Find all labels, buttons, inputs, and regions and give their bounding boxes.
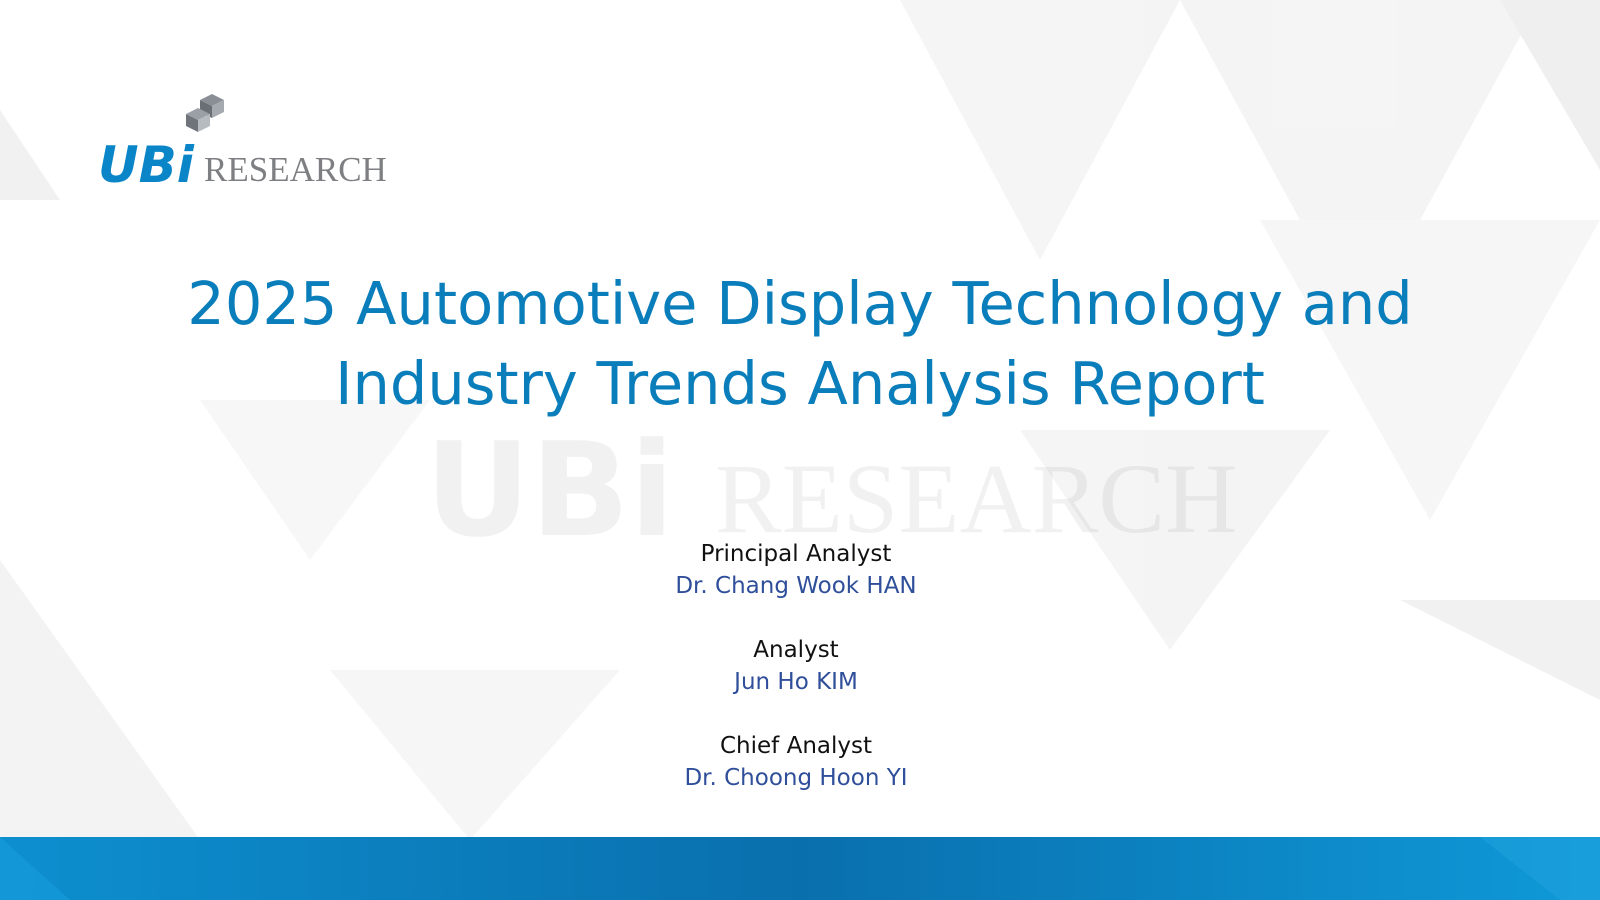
analyst-name: Dr. Choong Hoon YI <box>684 765 907 791</box>
analyst-name: Jun Ho KIM <box>732 669 858 695</box>
background-pattern <box>0 0 1600 840</box>
watermark: UBi RESEARCH <box>425 414 1237 566</box>
analyst-role: Principal Analyst <box>701 541 892 567</box>
logo: UBi RESEARCH <box>98 94 387 194</box>
watermark-brand: UBi <box>425 414 674 566</box>
title: 2025 Automotive Display Technology and I… <box>187 269 1412 418</box>
watermark-word: RESEARCH <box>715 443 1237 554</box>
logo-brand: UBi <box>98 136 195 194</box>
title-line: 2025 Automotive Display Technology and <box>187 269 1412 338</box>
analyst-role: Analyst <box>753 637 838 663</box>
analyst-role: Chief Analyst <box>720 733 872 759</box>
analysts: Principal Analyst Dr. Chang Wook HAN Analy… <box>675 541 916 791</box>
logo-word: RESEARCH <box>204 150 387 189</box>
title-line: Industry Trends Analysis Report <box>335 349 1265 418</box>
analyst-name: Dr. Chang Wook HAN <box>675 573 916 599</box>
footer-accent <box>0 837 70 900</box>
footer-accent <box>1480 837 1600 900</box>
footer-bar <box>0 837 1600 900</box>
